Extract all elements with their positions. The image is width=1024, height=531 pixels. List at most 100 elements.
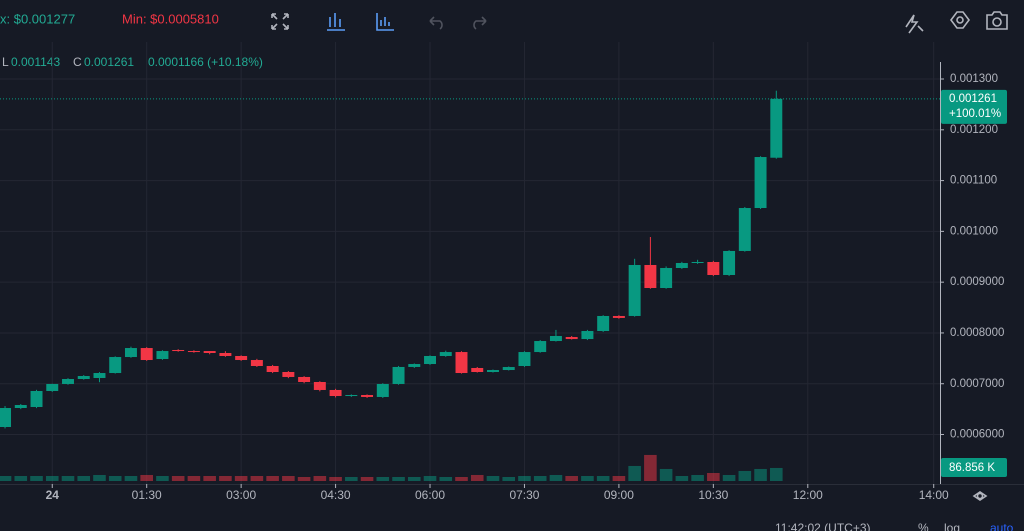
settings-icon[interactable] — [950, 11, 970, 29]
volume-bar — [659, 468, 673, 481]
candle-body — [471, 367, 484, 372]
candle-body — [140, 348, 153, 361]
candle-body — [424, 356, 437, 365]
x-tick-label: 24 — [46, 488, 60, 502]
volume-bar — [45, 475, 59, 481]
candle-body — [597, 315, 610, 332]
candle-body — [329, 389, 342, 397]
volume-bar — [470, 474, 484, 481]
candle-body — [361, 395, 374, 397]
candle-body — [172, 350, 185, 352]
candle-body — [187, 351, 200, 353]
volume-bar — [297, 476, 311, 481]
candle-body — [392, 366, 405, 384]
volume-bar — [345, 476, 358, 481]
volume-bar — [455, 476, 468, 481]
legend-change: 0.0001166 (+10.18%) — [148, 55, 263, 69]
volume-bar — [219, 475, 232, 481]
undo-icon[interactable] — [429, 16, 443, 30]
x-tick-label: 04:30 — [321, 488, 351, 502]
candle-body — [156, 351, 169, 359]
alert-icon[interactable] — [905, 14, 924, 34]
candle-body — [581, 331, 594, 340]
candle-body — [691, 261, 704, 264]
x-tick-label: 07:30 — [509, 488, 539, 502]
last-price-box — [941, 89, 1007, 124]
candle-body — [266, 366, 279, 372]
candle-body — [770, 98, 783, 158]
volume-bar — [754, 468, 767, 481]
screenshot-icon[interactable] — [986, 11, 1008, 30]
candle-body — [534, 341, 547, 353]
candle-body — [62, 379, 74, 384]
volume-bar — [423, 475, 437, 481]
y-tick-label: 0.0008000 — [950, 327, 1004, 339]
candle-body — [738, 208, 751, 251]
candle-body — [502, 367, 515, 371]
volume-bar — [234, 475, 248, 481]
x-tick-label: 01:30 — [132, 488, 162, 502]
y-tick-label: 0.0006000 — [950, 429, 1004, 441]
status-time: 11:42:02 (UTC+3) — [775, 521, 871, 531]
volume-bar — [266, 475, 279, 481]
volume-bar — [691, 474, 704, 481]
min-price: Min: $0.0005810 — [122, 11, 219, 26]
indicators-icon[interactable] — [327, 13, 345, 31]
legend-close: 0.001261 — [84, 55, 134, 69]
volume-bar — [250, 475, 264, 481]
x-tick-label: 14:00 — [919, 488, 949, 502]
y-tick-label: 0.0007000 — [950, 378, 1004, 390]
toolbar-icons[interactable] — [271, 11, 1008, 34]
y-tick-label: 0.001100 — [950, 175, 997, 187]
volume-bar — [518, 475, 531, 481]
volume-bar — [770, 467, 783, 481]
volume-bar — [77, 475, 91, 481]
volume-bar — [156, 475, 169, 481]
volume-bar — [644, 454, 657, 481]
candle-body — [707, 261, 720, 275]
volume-bar — [407, 476, 421, 481]
x-tick-label: 06:00 — [415, 488, 445, 502]
candle-body — [77, 376, 90, 380]
redo-icon[interactable] — [473, 16, 487, 30]
volume-bar — [533, 475, 547, 481]
volume-bar — [93, 474, 106, 481]
compare-icon[interactable] — [376, 13, 394, 31]
y-tick-label: 0.001200 — [950, 124, 998, 136]
legend-close-key: C — [73, 55, 82, 69]
candle-body — [408, 364, 421, 367]
volume-bar — [108, 475, 122, 481]
x-tick-label: 03:00 — [226, 488, 256, 502]
volume-bar — [549, 474, 563, 481]
volume-bar — [0, 475, 12, 481]
volume-bar — [313, 475, 327, 481]
volume-bar — [581, 475, 594, 481]
candle-body — [0, 408, 12, 427]
candle-body — [628, 264, 641, 316]
percent-toggle[interactable]: % — [918, 521, 929, 531]
candle-body — [124, 348, 137, 358]
volume-bar — [486, 475, 500, 481]
candle-body — [612, 315, 625, 318]
candle-body — [282, 371, 295, 377]
axis-settings-icon[interactable] — [972, 491, 988, 501]
y-tick-label: 0.0009000 — [950, 276, 1004, 288]
last-volume-box — [941, 457, 1007, 477]
x-tick-label: 09:00 — [604, 488, 634, 502]
fullscreen-icon[interactable] — [271, 13, 289, 30]
last-change-label: +100.01% — [949, 108, 1001, 120]
last-price-label: 0.001261 — [949, 93, 997, 105]
volume-bar — [61, 475, 75, 481]
candle-body — [455, 352, 468, 374]
candle-body — [235, 356, 248, 361]
log-toggle[interactable]: log — [944, 521, 960, 531]
candle-body — [30, 390, 43, 407]
y-tick-label: 0.001300 — [950, 73, 998, 85]
x-tick-label: 10:30 — [698, 488, 728, 502]
candle-body — [660, 267, 673, 288]
volume-bar — [722, 474, 736, 481]
volume-bar — [707, 472, 720, 481]
volume-bar — [502, 476, 516, 481]
auto-toggle[interactable]: auto — [990, 521, 1014, 531]
candle-body — [754, 157, 767, 209]
